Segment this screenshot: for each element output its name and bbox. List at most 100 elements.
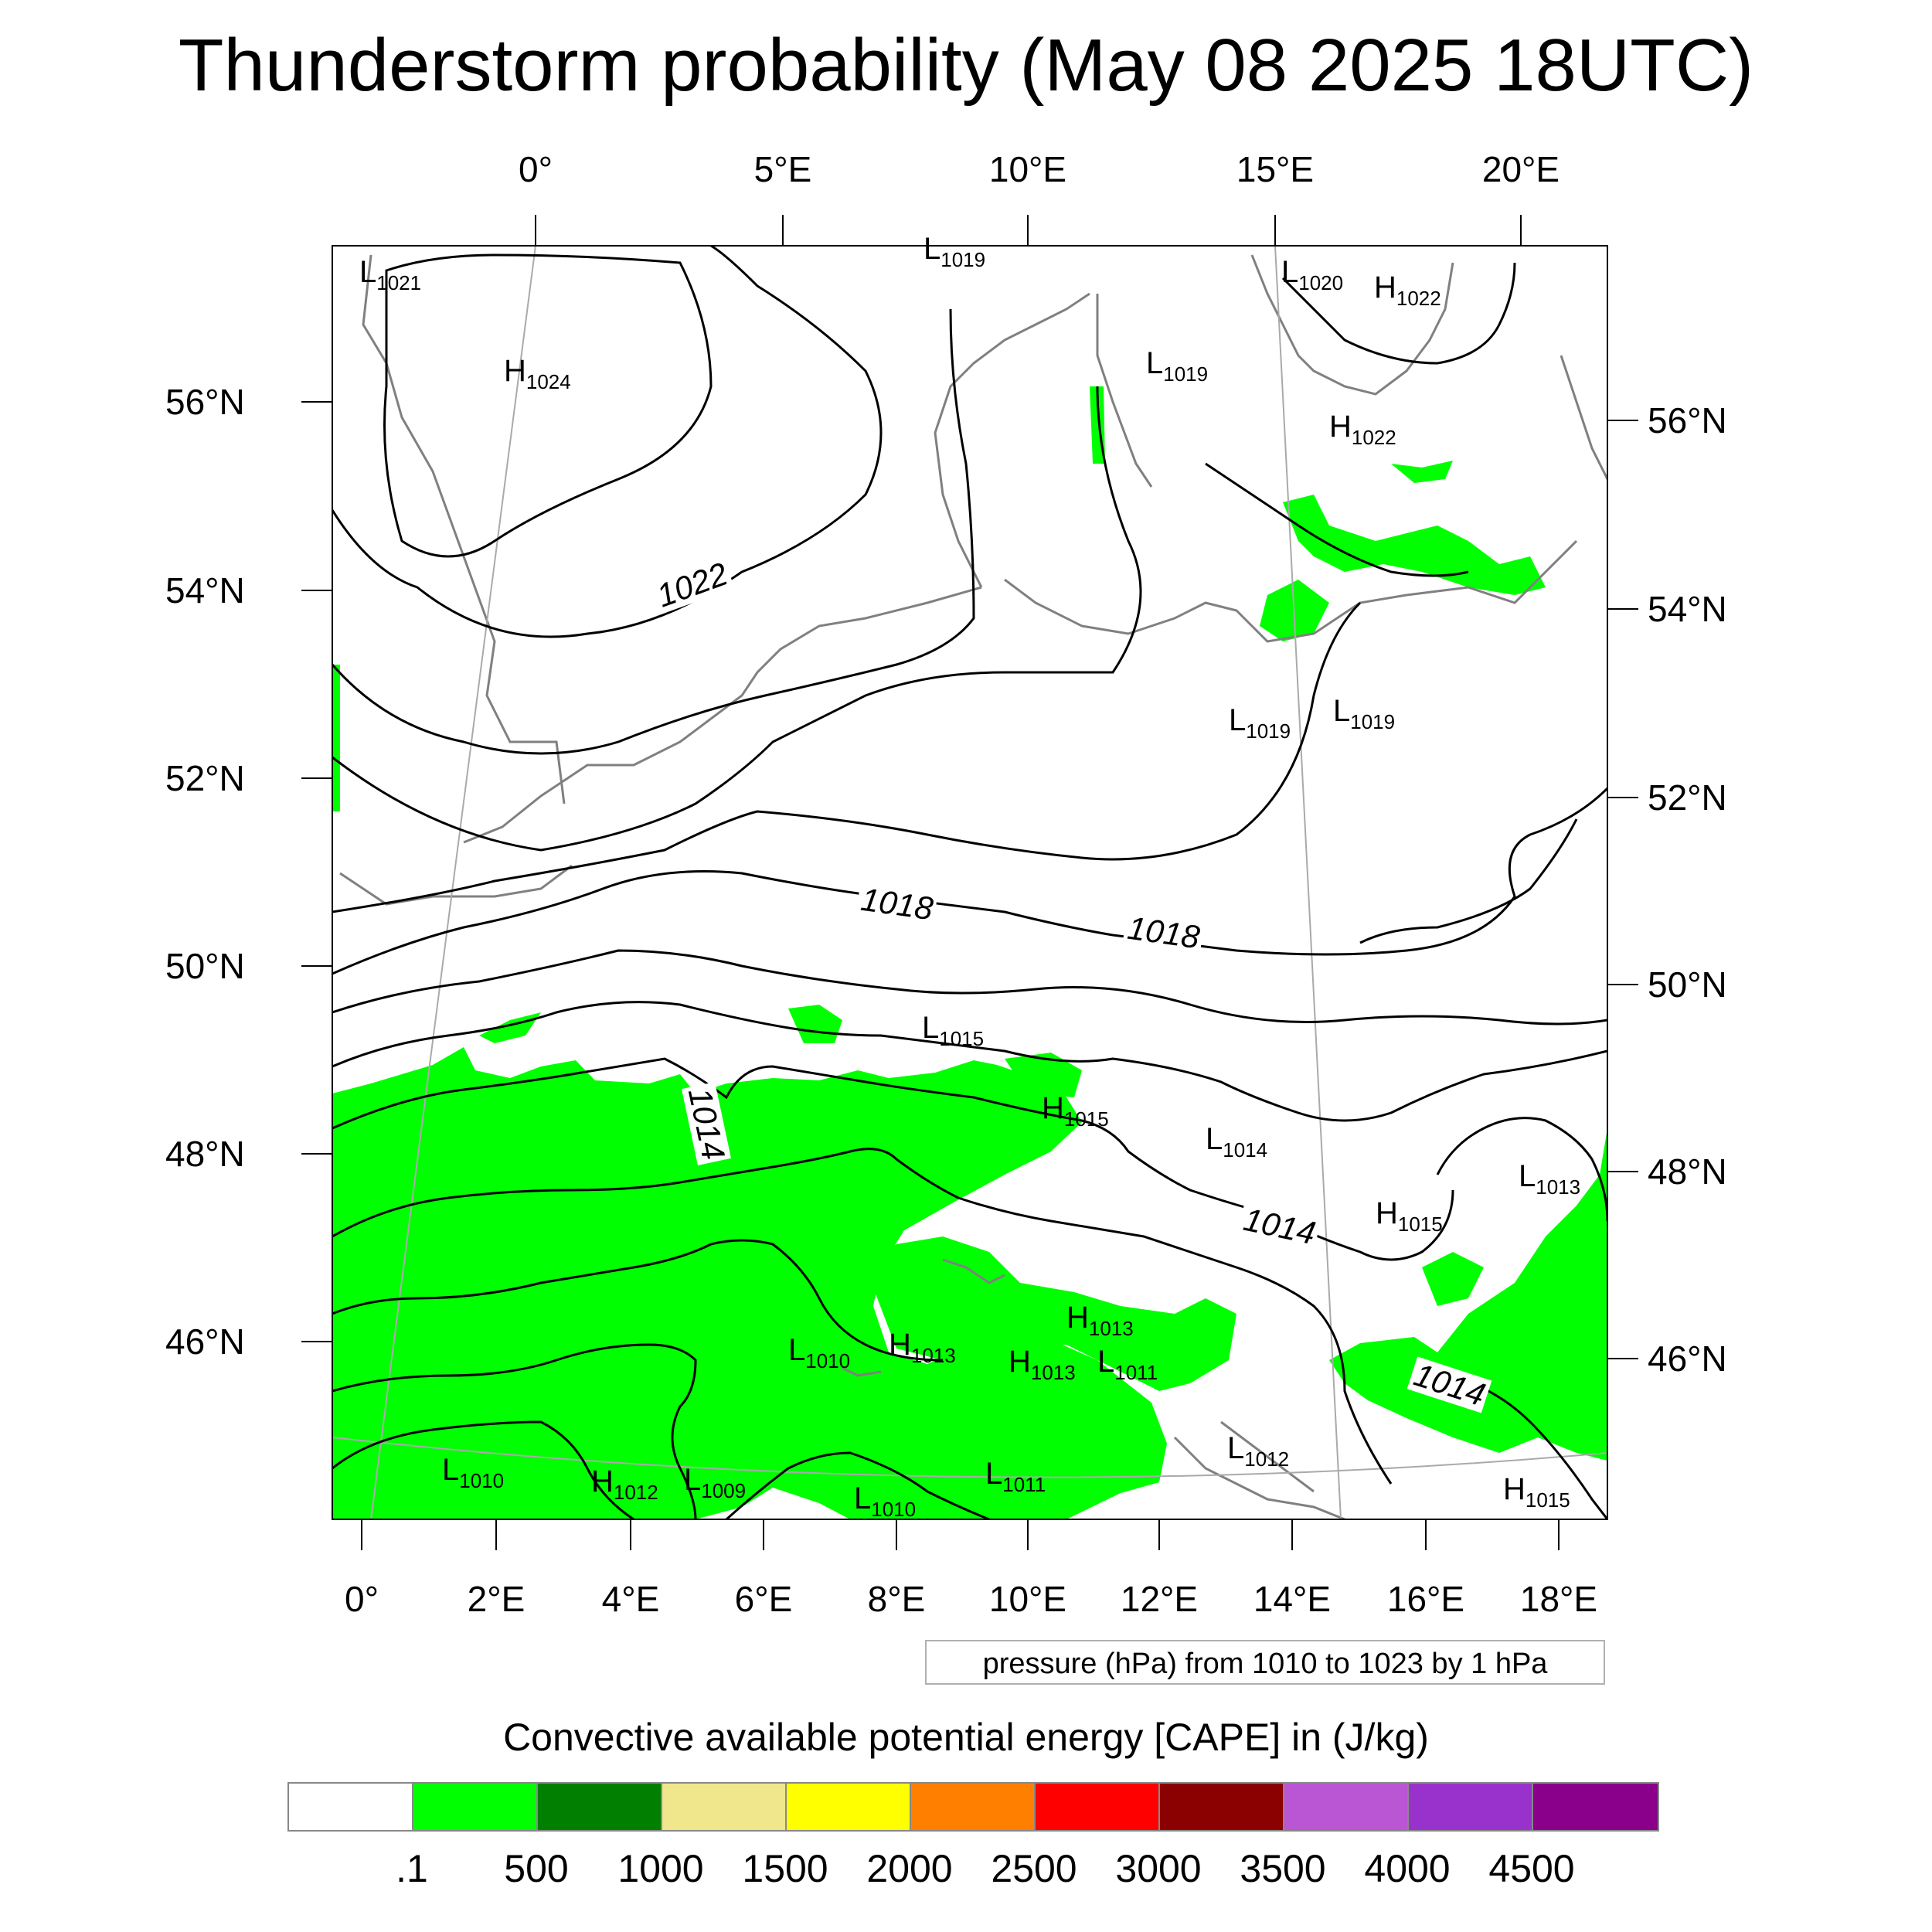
pressure-system-marker: L1015 xyxy=(922,1011,985,1050)
lon-label-bottom: 10°E xyxy=(988,1579,1067,1619)
pressure-system-marker: H1012 xyxy=(591,1464,658,1504)
chart-title: Thunderstorm probability (May 08 2025 18… xyxy=(178,24,1754,107)
cape-region-balkans xyxy=(1329,1128,1607,1461)
colorbar-label: 4000 xyxy=(1364,1847,1451,1890)
isobar-1015 xyxy=(332,1057,1454,1261)
pressure-system-marker: H1015 xyxy=(1503,1472,1570,1512)
pressure-system-marker: L1011 xyxy=(1097,1345,1158,1384)
pressure-system-marker: H1022 xyxy=(1329,410,1396,449)
cape-region-alps-north xyxy=(866,1236,1236,1391)
colorbar-title: Convective available potential energy [C… xyxy=(503,1716,1429,1759)
pressure-system-marker: L1009 xyxy=(684,1463,747,1502)
isobar-1010 xyxy=(725,1451,990,1519)
coast-low-countries xyxy=(710,586,982,720)
pressure-system-marker: H1015 xyxy=(1042,1091,1109,1131)
colorbar-swatch xyxy=(1284,1784,1409,1830)
lat-label-right: 50°N xyxy=(1648,964,1727,1005)
pressure-system-marker: L1012 xyxy=(1227,1431,1290,1471)
isobar-east-high xyxy=(1436,1117,1607,1222)
isobar-1021 xyxy=(332,308,975,755)
isobar-1018 xyxy=(332,787,1607,975)
colorbar-label: 2500 xyxy=(991,1847,1077,1890)
lon-label-bottom: 8°E xyxy=(867,1579,926,1619)
lat-label-right: 48°N xyxy=(1648,1151,1727,1192)
lon-label-bottom: 0° xyxy=(345,1579,379,1619)
isobar-1011 xyxy=(332,1420,634,1519)
colorbar-swatch xyxy=(1160,1784,1284,1830)
colorbar-swatch xyxy=(787,1784,911,1830)
lon-label-bottom: 12°E xyxy=(1120,1579,1199,1619)
isobar-1013 xyxy=(332,1239,944,1362)
lat-label-right: 56°N xyxy=(1648,400,1727,440)
isobar-1023-high-uk xyxy=(383,253,713,558)
pressure-system-marker: L1020 xyxy=(1281,255,1344,294)
coast-britain-south xyxy=(339,864,573,906)
colorbar-label: 1000 xyxy=(617,1847,704,1890)
pressure-system-marker: H1024 xyxy=(504,354,571,393)
isobar-1020 xyxy=(332,386,1142,852)
isobar-1017 xyxy=(332,949,1607,1026)
coast-adriatic-east xyxy=(1220,1420,1315,1493)
isobar-1016 xyxy=(332,1001,1607,1122)
colorbar-label: 3500 xyxy=(1240,1847,1326,1890)
coast-sweden-east xyxy=(1250,254,1454,396)
pressure-system-marker: L1010 xyxy=(442,1453,505,1492)
coast-germany-baltic xyxy=(1004,539,1578,643)
colorbar-swatch xyxy=(911,1784,1036,1830)
pressure-system-marker: H1022 xyxy=(1374,270,1441,310)
lat-label-right: 46°N xyxy=(1648,1338,1727,1379)
cape-region-south-main xyxy=(332,1047,1167,1519)
lon-label-top: 15°E xyxy=(1236,149,1315,189)
lat-label-left: 50°N xyxy=(165,946,245,986)
lat-label-left: 54°N xyxy=(165,570,245,611)
meridian-15e xyxy=(1274,246,1342,1519)
lat-label-left: 52°N xyxy=(165,758,245,798)
pressure-system-marker: L1014 xyxy=(1206,1122,1268,1162)
lon-label-top: 20°E xyxy=(1481,149,1560,189)
coast-jutland xyxy=(934,292,1090,588)
meridian-0 xyxy=(370,246,536,1519)
pressure-system-marker: H1013 xyxy=(1066,1301,1134,1340)
coast-adriatic-north xyxy=(1173,1436,1345,1519)
pressure-system-marker: H1013 xyxy=(889,1328,956,1367)
lon-label-bottom: 2°E xyxy=(467,1579,526,1619)
pressure-system-marker: L1019 xyxy=(1229,703,1291,743)
isobar-1012 xyxy=(332,1343,697,1519)
isobar-layer xyxy=(332,246,1607,1519)
coast-lake-geneva xyxy=(842,1366,882,1377)
lon-label-bottom: 16°E xyxy=(1386,1579,1465,1619)
pressure-system-marker: L1019 xyxy=(923,232,986,271)
coastline-layer xyxy=(339,254,1607,1519)
colorbar-swatch xyxy=(538,1784,662,1830)
pressure-system-marker: L1021 xyxy=(359,255,422,294)
cape-region-baltic-2 xyxy=(1391,461,1453,483)
lon-label-top: 10°E xyxy=(988,149,1067,189)
coast-france-channel xyxy=(463,717,712,844)
lat-label-left: 48°N xyxy=(165,1134,245,1174)
lon-label-top: 0° xyxy=(519,149,553,189)
isobar-1014 xyxy=(332,1148,1393,1485)
lon-label-bottom: 18°E xyxy=(1519,1579,1598,1619)
pressure-system-marker: L1019 xyxy=(1146,346,1209,386)
colorbar-label: 2000 xyxy=(866,1847,953,1890)
isobar-sweden-low xyxy=(1281,262,1516,365)
colorbar-swatch xyxy=(413,1784,538,1830)
colorbar-swatch xyxy=(1409,1784,1533,1830)
coast-baltic-states xyxy=(1560,355,1607,480)
pressure-system-marker: L1013 xyxy=(1519,1159,1581,1199)
lat-label-left: 56°N xyxy=(165,382,245,422)
lon-label-bottom: 14°E xyxy=(1253,1579,1332,1619)
colorbar-label: 3000 xyxy=(1115,1847,1202,1890)
parallel-45n xyxy=(332,1437,1607,1478)
colorbar-label: 4500 xyxy=(1488,1847,1575,1890)
pressure-system-marker: H1015 xyxy=(1376,1196,1443,1236)
coast-sweden-south xyxy=(1096,294,1153,488)
colorbar-label: .1 xyxy=(396,1847,428,1890)
graticule-layer xyxy=(332,246,1607,1519)
cape-region-germany-south xyxy=(1005,1053,1082,1097)
lat-label-left: 46°N xyxy=(165,1321,245,1362)
isobar-1019 xyxy=(332,601,1362,913)
coast-britain-east xyxy=(362,254,566,804)
colorbar-swatch xyxy=(1036,1784,1160,1830)
